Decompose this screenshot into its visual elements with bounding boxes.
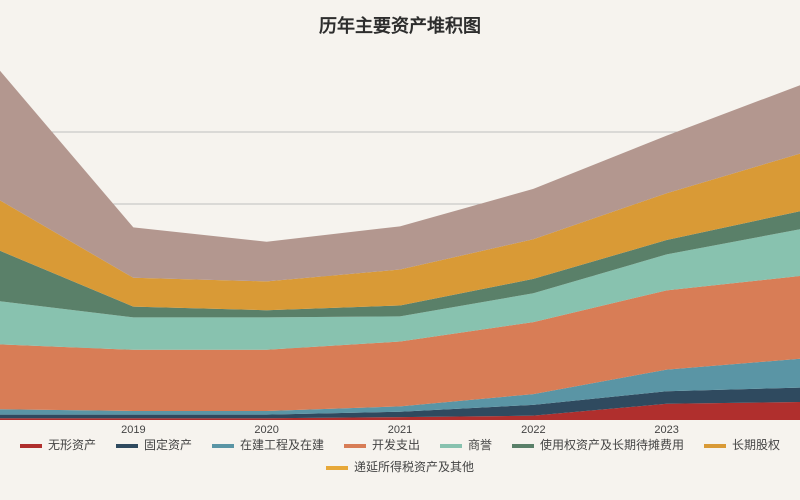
legend-item: 商誉 (440, 434, 492, 456)
legend-item: 使用权资产及长期待摊费用 (512, 434, 684, 456)
legend: 无形资产固定资产在建工程及在建开发支出商誉使用权资产及长期待摊费用长期股权 递延… (0, 434, 800, 478)
legend-item: 固定资产 (116, 434, 192, 456)
chart-title: 历年主要资产堆积图 (0, 12, 800, 38)
legend-item: 开发支出 (344, 434, 420, 456)
legend-item: 无形资产 (20, 434, 96, 456)
legend-item: 长期股权 (704, 434, 780, 456)
plot-area (0, 60, 800, 420)
legend-item: 在建工程及在建 (212, 434, 324, 456)
legend-item: 递延所得税资产及其他 (326, 456, 474, 478)
